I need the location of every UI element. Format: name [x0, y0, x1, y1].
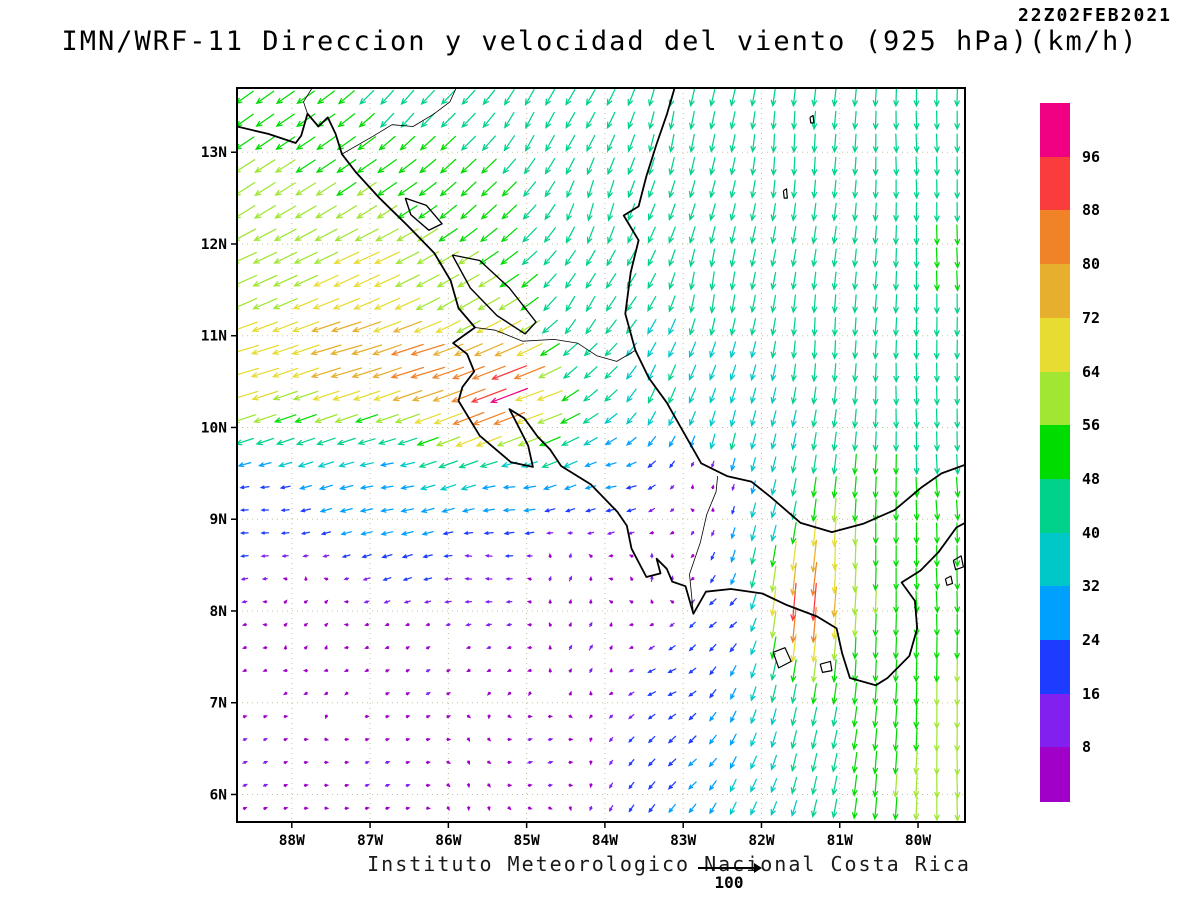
colorbar-segment: [1040, 371, 1070, 427]
x-tick-label: 81W: [827, 833, 853, 849]
y-tick-label: 12N: [201, 237, 227, 253]
y-tick-label: 11N: [201, 329, 227, 345]
y-tick-label: 7N: [210, 696, 227, 712]
x-tick-label: 84W: [592, 833, 618, 849]
pearl-islands-south: [944, 575, 954, 586]
pacific-coastline: [237, 112, 965, 687]
caribbean-coastline: [622, 88, 965, 533]
colorbar-segment: [1040, 317, 1070, 373]
colorbar-segment: [1040, 532, 1070, 588]
reference-vector-value: 100: [714, 873, 744, 892]
colorbar-segment: [1040, 156, 1070, 212]
el-salvador-honduras-border: [303, 88, 313, 114]
colorbar-label: 72: [1082, 308, 1101, 327]
colorbar-label: 8: [1082, 738, 1092, 757]
colorbar-segment: [1040, 586, 1070, 641]
colorbar-segment: [1040, 693, 1070, 749]
colorbar-segment: [1040, 103, 1070, 158]
credit-text: Instituto Meteorologico Nacional Costa R…: [367, 852, 971, 876]
san-andres-island: [782, 188, 788, 199]
chart-title: IMN/WRF-11 Direccion y velocidad del vie…: [61, 26, 1139, 57]
colorbar-segment: [1040, 264, 1070, 319]
reference-vector-arrowhead-icon: [754, 863, 762, 873]
colorbar-label: 32: [1082, 577, 1101, 596]
coiba-island: [772, 647, 792, 669]
nicaragua-costa-rica-border: [474, 327, 636, 362]
lake-managua: [404, 197, 443, 231]
axis-labels: 88W 87W 86W 85W 84W 83W 82W 81W 80W 13N 12N 11N 10N 9…: [201, 145, 932, 849]
x-tick-label: 83W: [670, 833, 696, 849]
x-tick-label: 85W: [514, 833, 540, 849]
wind-arrows: [237, 88, 961, 822]
plot-frame: [236, 87, 966, 823]
colorbar-label: 96: [1082, 147, 1101, 166]
country-borders: [303, 88, 718, 614]
colorbar-label: 48: [1082, 469, 1101, 488]
colorbar-segment: [1040, 640, 1070, 695]
x-tick-label: 87W: [357, 833, 383, 849]
colorbar: 96 88 80 72 64 56 48 40 32 24 16 8: [1040, 103, 1130, 815]
colorbar-label: 56: [1082, 416, 1101, 435]
y-tick-label: 6N: [210, 787, 227, 803]
x-tick-label: 82W: [748, 833, 774, 849]
y-tick-label: 10N: [201, 420, 227, 436]
lakes: [404, 197, 537, 335]
colorbar-segment: [1040, 425, 1070, 480]
colorbar-label: 64: [1082, 362, 1101, 381]
islands: [772, 114, 964, 673]
x-tick-label: 86W: [435, 833, 461, 849]
providencia-island: [809, 114, 815, 124]
colorbar-label: 80: [1082, 255, 1101, 274]
colorbar-label: 24: [1082, 631, 1101, 649]
y-tick-label: 13N: [201, 145, 227, 161]
lake-nicaragua: [451, 254, 537, 335]
reference-vector-arrow: [698, 867, 756, 869]
x-tick-label: 88W: [279, 833, 305, 849]
honduras-nicaragua-border: [341, 88, 457, 155]
colorbar-segment: [1040, 478, 1070, 534]
run-timestamp: 22Z02FEB2021: [1017, 5, 1172, 26]
cebaco-island: [819, 660, 833, 673]
costa-rica-panama-border: [689, 476, 718, 614]
colorbar-label: 40: [1082, 523, 1101, 542]
pearl-islands: [952, 555, 964, 571]
axis-ticks: [231, 151, 919, 828]
x-tick-label: 80W: [905, 833, 931, 849]
colorbar-label: 88: [1082, 201, 1101, 220]
colorbar-segment: [1040, 210, 1070, 265]
reference-vector-legend: 100: [698, 861, 764, 897]
y-tick-label: 8N: [210, 604, 227, 620]
colorbar-segment: [1040, 747, 1070, 802]
y-tick-label: 9N: [210, 512, 227, 528]
colorbar-label: 16: [1082, 684, 1101, 703]
coastlines: [237, 88, 965, 687]
